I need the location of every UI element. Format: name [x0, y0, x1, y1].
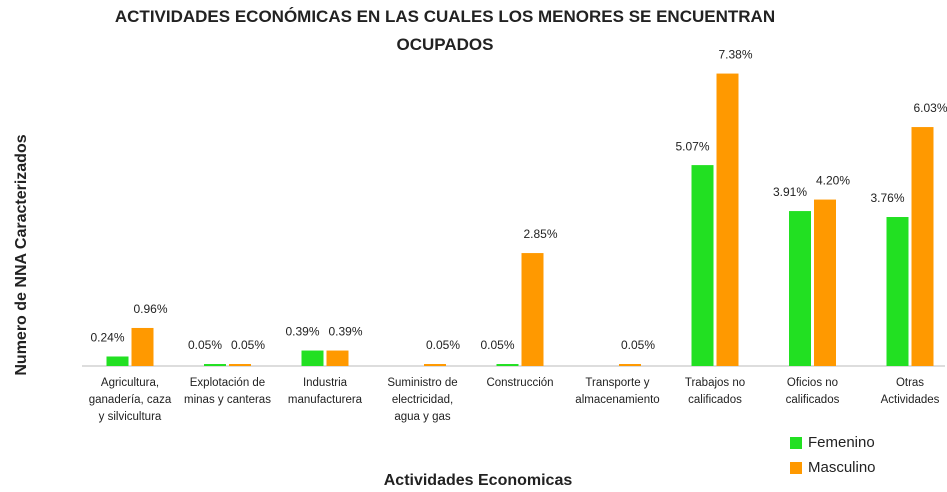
data-label: 2.85%: [523, 227, 557, 241]
x-tick-label: Oficios no calificados: [786, 377, 840, 406]
data-label: 0.24%: [90, 331, 124, 345]
bar: [619, 364, 641, 366]
bar: [131, 327, 154, 366]
bar: [424, 364, 446, 366]
data-label: 0.39%: [328, 325, 362, 339]
x-tick-label: Agricultura, ganadería, caza y silvicultur…: [89, 377, 172, 423]
bar: [886, 217, 909, 366]
bar: [106, 356, 129, 366]
x-tick-label: Explotación de minas y canteras: [184, 377, 271, 406]
data-label: 0.96%: [133, 302, 167, 316]
data-label: 0.05%: [621, 338, 655, 352]
bar: [204, 364, 226, 366]
bar: [789, 211, 811, 366]
x-tick-label: Otras Actividades: [881, 377, 940, 406]
bar: [521, 253, 544, 366]
legend-swatch: [790, 462, 802, 474]
data-label: 3.76%: [870, 191, 904, 205]
x-axis-title: Actividades Economicas: [384, 472, 573, 489]
data-label: 3.91%: [773, 185, 807, 199]
data-label: 0.05%: [426, 338, 460, 352]
bar: [229, 364, 251, 366]
data-label: 0.05%: [231, 338, 265, 352]
x-tick-label: Trabajos no calificados: [685, 377, 745, 406]
data-label: 0.05%: [188, 338, 222, 352]
data-label: 4.20%: [816, 174, 850, 188]
bar: [301, 350, 324, 366]
x-tick-label: Construcción: [486, 377, 553, 389]
x-tick-label: Transporte y almacenamiento: [575, 377, 659, 406]
bar: [716, 73, 739, 366]
bar: [814, 199, 836, 366]
legend-label: Masculino: [808, 459, 876, 476]
y-axis-title: Numero de NNA Caracterizados: [13, 134, 30, 375]
bar: [911, 127, 934, 366]
chart-title: ACTIVIDADES ECONÓMICAS EN LAS CUALES LOS…: [115, 7, 775, 54]
x-tick-label: Suministro de electricidad, agua y gas: [387, 377, 457, 423]
legend-swatch: [790, 437, 802, 449]
bar: [691, 165, 714, 366]
data-label: 7.38%: [718, 48, 752, 62]
bar: [326, 350, 349, 366]
data-label: 6.03%: [913, 101, 947, 115]
x-tick-label: Industria manufacturera: [288, 377, 363, 406]
bar: [496, 364, 519, 366]
data-label: 0.05%: [480, 338, 514, 352]
data-label: 5.07%: [675, 139, 709, 153]
legend-label: Femenino: [808, 434, 875, 451]
data-label: 0.39%: [285, 325, 319, 339]
